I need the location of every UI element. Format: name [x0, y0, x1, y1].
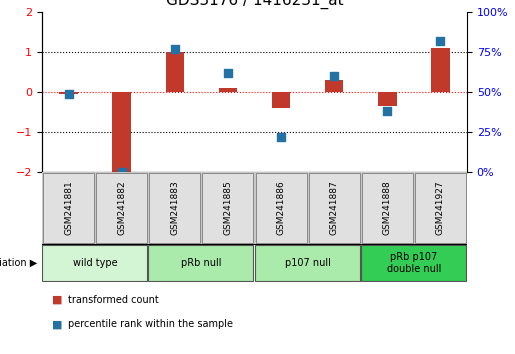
Text: GSM241881: GSM241881 — [64, 181, 73, 235]
Text: ■: ■ — [53, 295, 63, 305]
FancyBboxPatch shape — [255, 173, 306, 242]
FancyBboxPatch shape — [148, 245, 253, 281]
Text: p107 null: p107 null — [285, 258, 331, 268]
Title: GDS3176 / 1416231_at: GDS3176 / 1416231_at — [166, 0, 344, 9]
Text: percentile rank within the sample: percentile rank within the sample — [68, 319, 233, 330]
FancyBboxPatch shape — [149, 173, 200, 242]
Point — [117, 169, 126, 175]
Text: genotype/variation ▶: genotype/variation ▶ — [0, 258, 37, 268]
Bar — [378, 92, 397, 106]
Bar — [59, 92, 78, 94]
Text: GSM241927: GSM241927 — [436, 181, 445, 235]
Text: GSM241885: GSM241885 — [224, 181, 232, 235]
FancyBboxPatch shape — [362, 173, 413, 242]
FancyBboxPatch shape — [308, 173, 359, 242]
FancyBboxPatch shape — [254, 245, 359, 281]
Text: GSM241882: GSM241882 — [117, 181, 126, 235]
Point — [330, 73, 338, 79]
Text: ■: ■ — [53, 319, 63, 330]
Point — [436, 38, 444, 44]
FancyBboxPatch shape — [43, 173, 94, 242]
Bar — [219, 88, 237, 92]
Text: GSM241888: GSM241888 — [383, 181, 392, 235]
Point — [277, 134, 285, 139]
Bar — [431, 48, 450, 92]
Text: pRb p107
double null: pRb p107 double null — [387, 252, 441, 274]
Text: GSM241883: GSM241883 — [170, 181, 179, 235]
Text: GSM241887: GSM241887 — [330, 181, 339, 235]
FancyBboxPatch shape — [42, 245, 147, 281]
Text: transformed count: transformed count — [68, 295, 159, 305]
Bar — [112, 92, 131, 172]
Text: pRb null: pRb null — [181, 258, 221, 268]
FancyBboxPatch shape — [415, 173, 466, 242]
Bar — [325, 80, 344, 92]
FancyBboxPatch shape — [360, 245, 466, 281]
Point — [224, 70, 232, 76]
Text: wild type: wild type — [73, 258, 117, 268]
FancyBboxPatch shape — [96, 173, 147, 242]
Text: GSM241886: GSM241886 — [277, 181, 285, 235]
Bar — [272, 92, 290, 108]
FancyBboxPatch shape — [202, 173, 253, 242]
Point — [64, 91, 73, 96]
Point — [170, 46, 179, 52]
Point — [383, 108, 391, 114]
Bar — [165, 52, 184, 92]
